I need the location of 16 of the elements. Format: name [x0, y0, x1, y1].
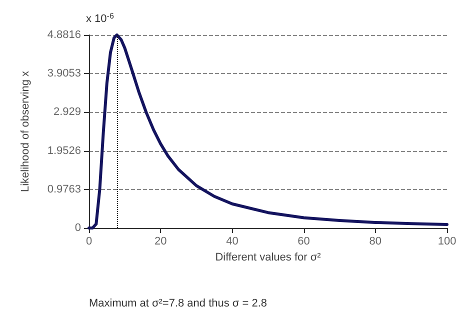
x-tick-label: 100	[438, 236, 456, 248]
y-axis-title: Likelihood of observing x	[20, 70, 32, 192]
y-tick-label: 1.9526	[47, 144, 81, 157]
x-tick-label: 0	[86, 236, 92, 248]
x-tick-label: 60	[298, 236, 310, 248]
y-tick-label: 0.9763	[47, 183, 81, 196]
x-tick-label: 80	[369, 236, 382, 248]
x-tick-label: 20	[154, 236, 167, 248]
y-tick-label: 0	[74, 222, 81, 234]
y-tick-label: 2.929	[53, 106, 81, 118]
line-series	[88, 34, 448, 230]
y-tick-label: 3.9053	[47, 68, 81, 80]
x-axis-title: Different values for σ²	[215, 252, 322, 264]
text: Maximum at σ²=7.8 and thus σ = 2.8	[89, 298, 268, 310]
x-tick-label: 40	[226, 236, 238, 248]
y-tick-label: 4.8816	[47, 29, 81, 41]
